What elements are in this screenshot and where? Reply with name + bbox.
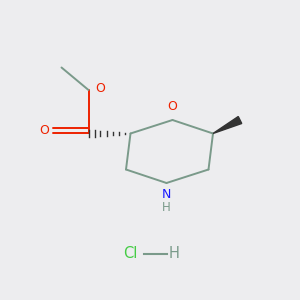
Text: O: O: [39, 124, 49, 137]
Text: H: H: [169, 246, 179, 261]
Polygon shape: [213, 116, 242, 134]
Text: O: O: [95, 82, 105, 95]
Text: N: N: [162, 188, 171, 200]
Text: Cl: Cl: [124, 246, 138, 261]
Text: O: O: [168, 100, 177, 112]
Text: H: H: [162, 201, 171, 214]
